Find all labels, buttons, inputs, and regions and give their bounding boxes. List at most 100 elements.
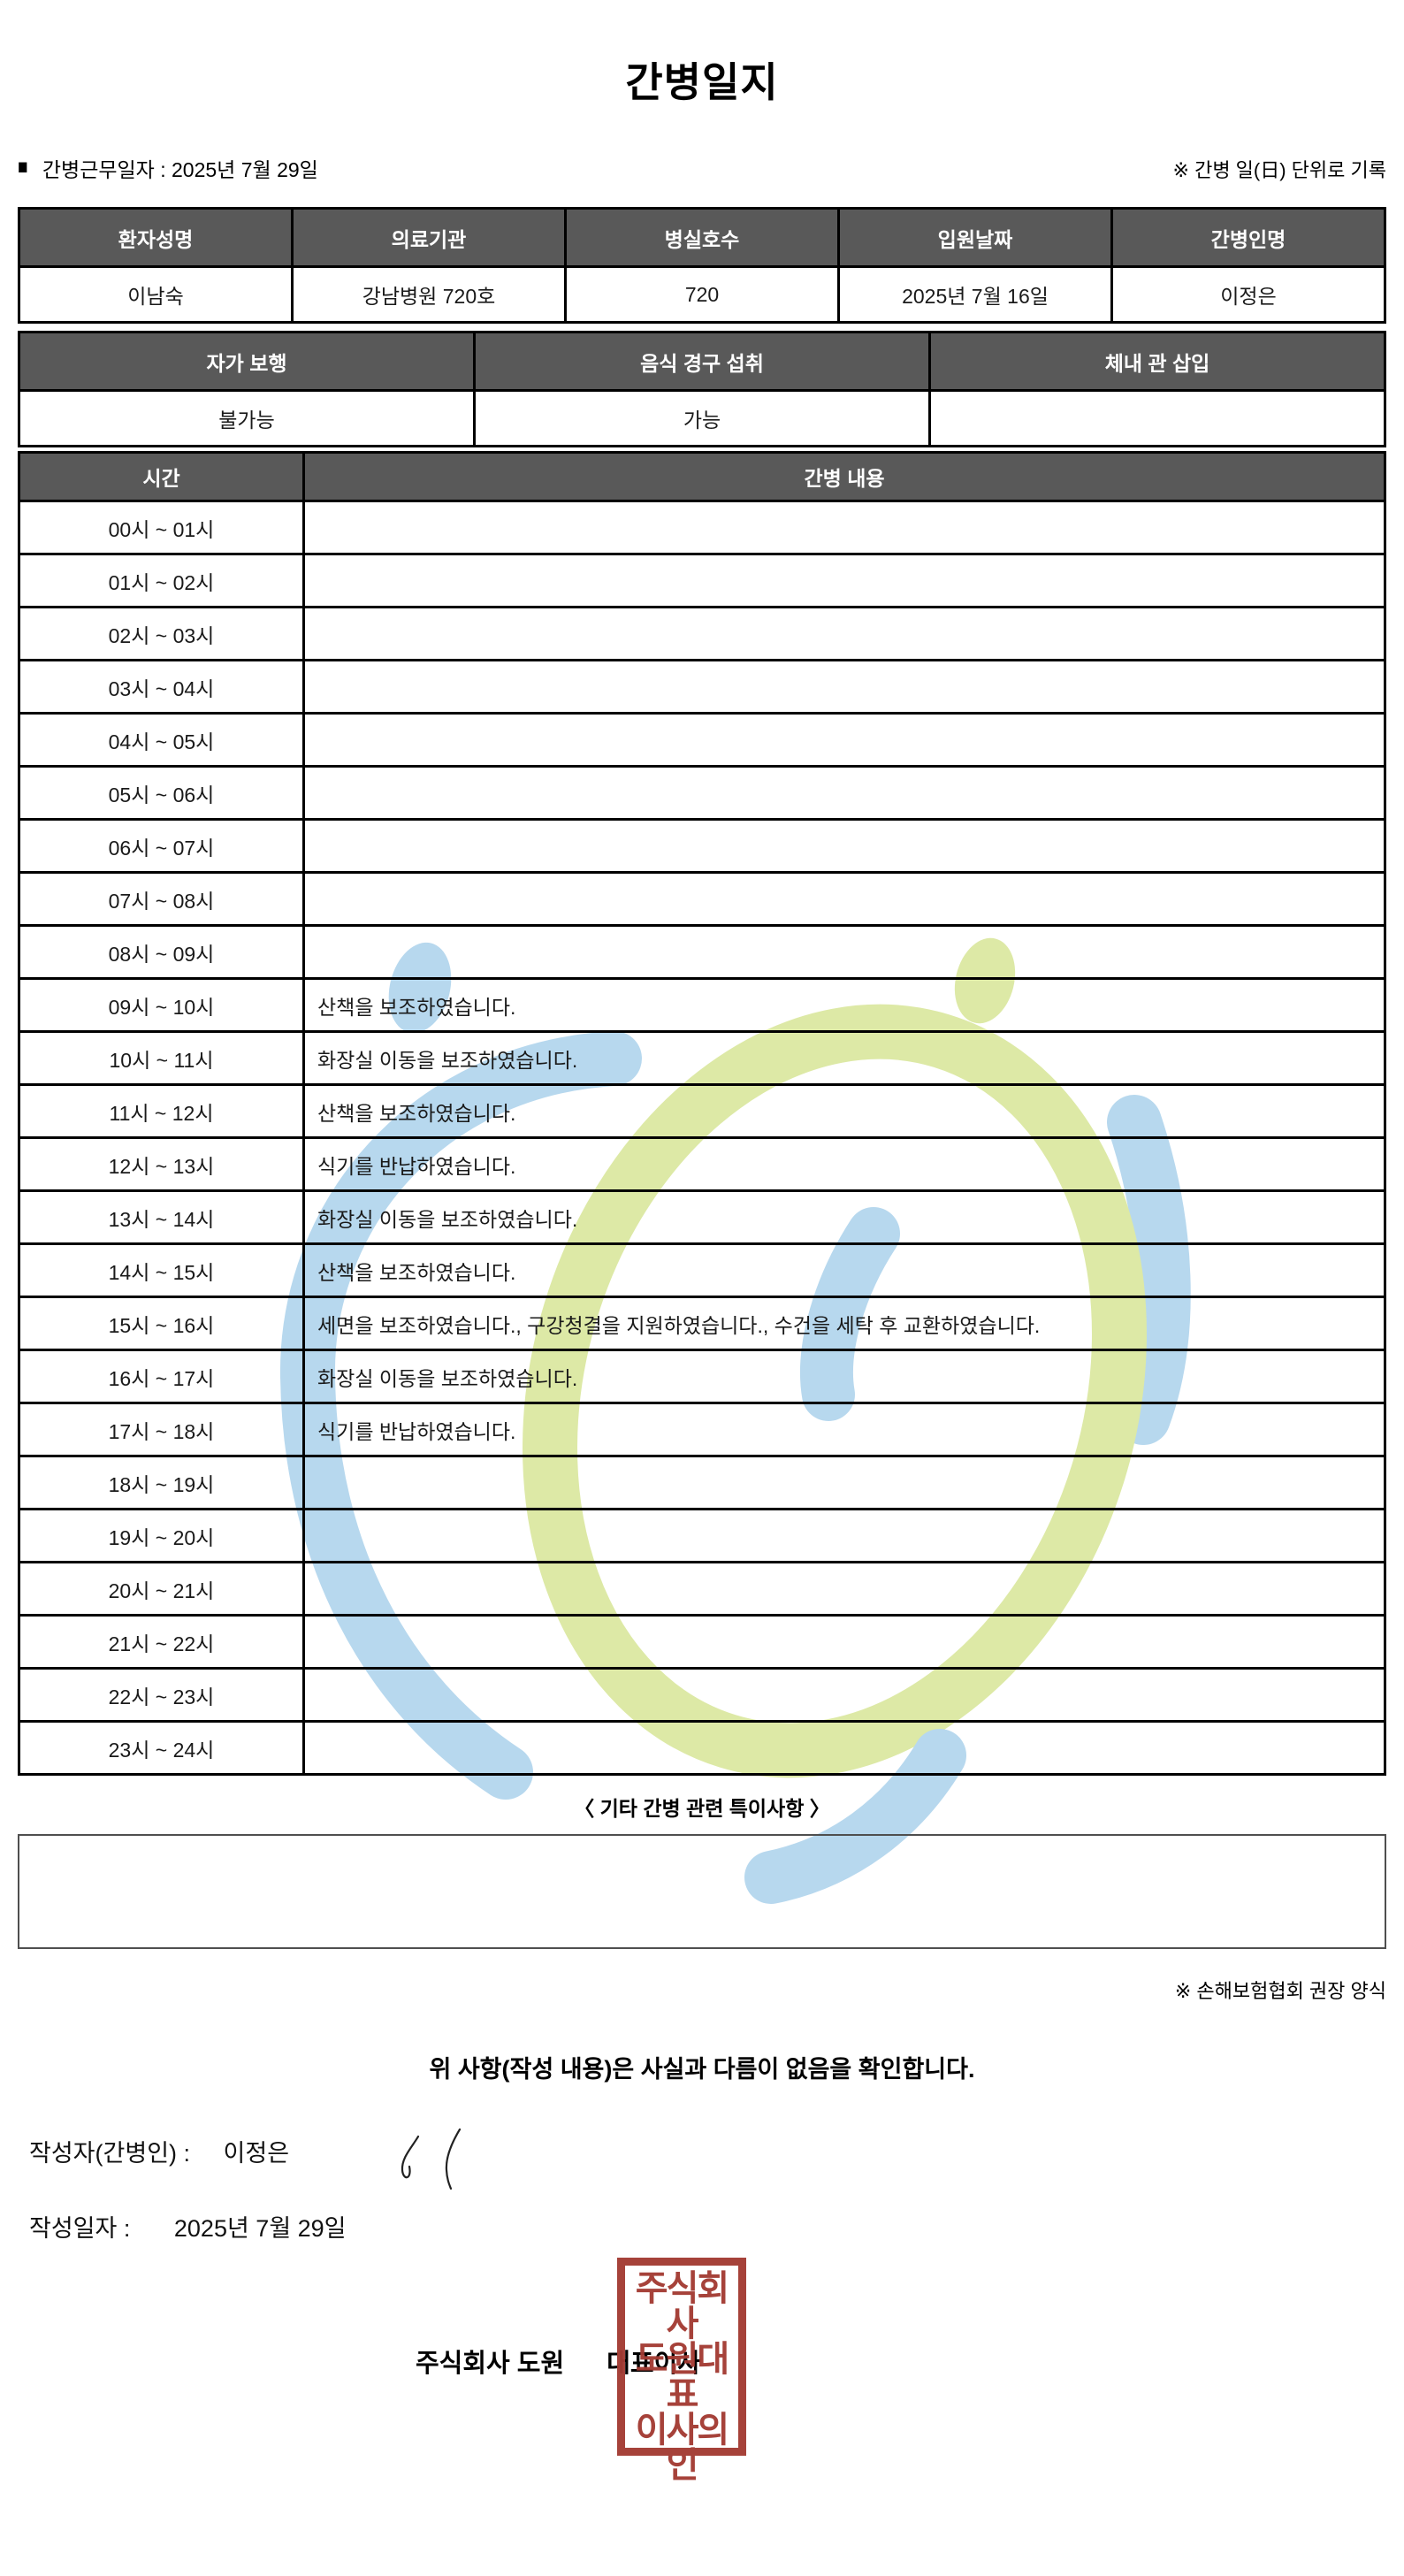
time-slot-cell: 08시 ~ 09시 — [18, 924, 305, 980]
status-table-value-cell: 가능 — [473, 389, 931, 447]
patient-table-header-cell: 병실호수 — [564, 207, 840, 268]
care-content-cell — [302, 553, 1386, 608]
care-content-cell — [302, 1720, 1386, 1776]
time-slot-cell: 15시 ~ 16시 — [18, 1296, 305, 1351]
time-slot-cell: 17시 ~ 18시 — [18, 1402, 305, 1457]
time-slot-cell: 18시 ~ 19시 — [18, 1455, 305, 1510]
patient-table-value-row: 이남숙 강남병원 720호 720 2025년 7월 16일 이정은 — [18, 265, 1386, 324]
status-table-value-cell — [928, 389, 1386, 447]
care-content-cell: 산책을 보조하였습니다. — [302, 1083, 1386, 1139]
page-title: 간병일지 — [625, 59, 779, 105]
confirmation-statement: 위 사항(작성 내용)은 사실과 다름이 없음을 확인합니다. — [429, 2056, 975, 2083]
time-slot-cell: 19시 ~ 20시 — [18, 1508, 305, 1563]
work-date-value: 2025년 7월 29일 — [172, 158, 318, 181]
care-content-cell: 식기를 반납하였습니다. — [302, 1136, 1386, 1192]
patient-table-header-cell: 입원날짜 — [837, 207, 1113, 268]
care-content-cell: 세면을 보조하였습니다., 구강청결을 지원하였습니다., 수건을 세탁 후 교… — [302, 1296, 1386, 1351]
patient-table-value-cell: 강남병원 720호 — [291, 265, 567, 324]
special-notes-box — [18, 1834, 1386, 1949]
care-content-cell — [302, 500, 1386, 555]
patient-table-value-cell: 2025년 7월 16일 — [837, 265, 1113, 324]
time-slot-cell: 12시 ~ 13시 — [18, 1136, 305, 1192]
care-table-row: 09시 ~ 10시 산책을 보조하였습니다. — [18, 977, 1386, 1033]
time-slot-cell: 21시 ~ 22시 — [18, 1614, 305, 1670]
writer-name: 이정은 — [223, 2140, 290, 2167]
care-table-row: 14시 ~ 15시 산책을 보조하였습니다. — [18, 1242, 1386, 1298]
care-content-cell — [302, 1561, 1386, 1617]
care-journal-document: 간병일지 ■ 간병근무일자 : 2025년 7월 29일 ※ 간병 일(日) 단… — [0, 50, 1404, 2483]
care-content-cell — [302, 818, 1386, 874]
care-content-cell — [302, 1667, 1386, 1723]
write-date-value: 2025년 7월 29일 — [173, 2215, 347, 2242]
time-slot-cell: 00시 ~ 01시 — [18, 500, 305, 555]
care-table-header-row: 시간 간병 내용 — [18, 451, 1386, 502]
time-slot-cell: 06시 ~ 07시 — [18, 818, 305, 874]
time-slot-cell: 02시 ~ 03시 — [18, 606, 305, 661]
company-signature-row: 주식회사 도원 대표이사 주식회사 도원대표 이사의인 — [18, 2256, 1386, 2483]
stamp-line: 주식회사 — [635, 2269, 729, 2343]
writer-line: 작성자(간병인) : 이정은 — [29, 2128, 1386, 2190]
time-slot-cell: 05시 ~ 06시 — [18, 765, 305, 821]
care-content-cell — [302, 659, 1386, 715]
work-date-label: 간병근무일자 : — [42, 158, 166, 181]
care-content-cell — [302, 606, 1386, 661]
content-column-header: 간병 내용 — [302, 451, 1386, 502]
care-table-row: 04시 ~ 05시 — [18, 712, 1386, 768]
care-content-cell — [302, 712, 1386, 768]
time-column-header: 시간 — [18, 451, 305, 502]
patient-table-value-cell: 720 — [564, 265, 840, 324]
time-slot-cell: 09시 ~ 10시 — [18, 977, 305, 1033]
care-content-cell — [302, 1614, 1386, 1670]
care-content-cell: 화장실 이동을 보조하였습니다. — [302, 1189, 1386, 1245]
care-table-row: 19시 ~ 20시 — [18, 1508, 1386, 1563]
time-slot-cell: 01시 ~ 02시 — [18, 553, 305, 608]
care-content-cell: 산책을 보조하였습니다. — [302, 977, 1386, 1033]
status-table-header-cell: 음식 경구 섭취 — [473, 331, 931, 392]
care-content-cell: 산책을 보조하였습니다. — [302, 1242, 1386, 1298]
time-slot-cell: 07시 ~ 08시 — [18, 871, 305, 927]
signature — [401, 2128, 462, 2190]
time-slot-cell: 11시 ~ 12시 — [18, 1083, 305, 1139]
care-table-row: 21시 ~ 22시 — [18, 1614, 1386, 1670]
care-table-row: 16시 ~ 17시 화장실 이동을 보조하였습니다. — [18, 1349, 1386, 1404]
care-table-row: 13시 ~ 14시 화장실 이동을 보조하였습니다. — [18, 1189, 1386, 1245]
time-slot-cell: 16시 ~ 17시 — [18, 1349, 305, 1404]
care-log-table: 시간 간병 내용 00시 ~ 01시 01시 ~ 02시 02시 ~ 03시 03시 … — [18, 451, 1386, 1776]
care-content-cell — [302, 924, 1386, 980]
care-table-row: 05시 ~ 06시 — [18, 765, 1386, 821]
time-slot-cell: 04시 ~ 05시 — [18, 712, 305, 768]
care-content-cell — [302, 765, 1386, 821]
patient-table-value-cell: 이남숙 — [18, 265, 294, 324]
care-table-row: 03시 ~ 04시 — [18, 659, 1386, 715]
company-seal-stamp: 주식회사 도원대표 이사의인 — [617, 2258, 746, 2483]
patient-table-header-row: 환자성명 의료기관 병실호수 입원날짜 간병인명 — [18, 207, 1386, 268]
stamp-line: 이사의인 — [635, 2411, 729, 2485]
status-table-header-cell: 체내 관 삽입 — [928, 331, 1386, 392]
status-table-header-row: 자가 보행 음식 경구 섭취 체내 관 삽입 — [18, 331, 1386, 392]
time-slot-cell: 10시 ~ 11시 — [18, 1030, 305, 1086]
care-content-cell — [302, 871, 1386, 927]
patient-status-table: 자가 보행 음식 경구 섭취 체내 관 삽입 불가능 가능 — [18, 331, 1386, 447]
time-slot-cell: 20시 ~ 21시 — [18, 1561, 305, 1617]
stamp-line: 도원대표 — [635, 2340, 729, 2414]
care-table-row: 00시 ~ 01시 — [18, 500, 1386, 555]
care-content-cell: 화장실 이동을 보조하였습니다. — [302, 1030, 1386, 1086]
time-slot-cell: 23시 ~ 24시 — [18, 1720, 305, 1776]
care-table-row: 18시 ~ 19시 — [18, 1455, 1386, 1510]
status-table-value-cell: 불가능 — [18, 389, 476, 447]
company-name: 주식회사 도원 — [416, 2350, 565, 2378]
care-table-row: 06시 ~ 07시 — [18, 818, 1386, 874]
writer-label: 작성자(간병인) : — [29, 2140, 191, 2167]
care-table-row: 20시 ~ 21시 — [18, 1561, 1386, 1617]
work-date-line: ■ 간병근무일자 : 2025년 7월 29일 — [18, 153, 318, 183]
care-table-row: 15시 ~ 16시 세면을 보조하였습니다., 구강청결을 지원하였습니다., 수… — [18, 1296, 1386, 1351]
care-table-row: 07시 ~ 08시 — [18, 871, 1386, 927]
care-table-row: 22시 ~ 23시 — [18, 1667, 1386, 1723]
care-table-row: 10시 ~ 11시 화장실 이동을 보조하였습니다. — [18, 1030, 1386, 1086]
care-table-row: 23시 ~ 24시 — [18, 1720, 1386, 1776]
care-table-row: 02시 ~ 03시 — [18, 606, 1386, 661]
time-slot-cell: 14시 ~ 15시 — [18, 1242, 305, 1298]
status-table-value-row: 불가능 가능 — [18, 389, 1386, 447]
recommended-form-note: ※ 손해보험협회 권장 양식 — [1174, 1980, 1386, 2002]
time-slot-cell: 22시 ~ 23시 — [18, 1667, 305, 1723]
